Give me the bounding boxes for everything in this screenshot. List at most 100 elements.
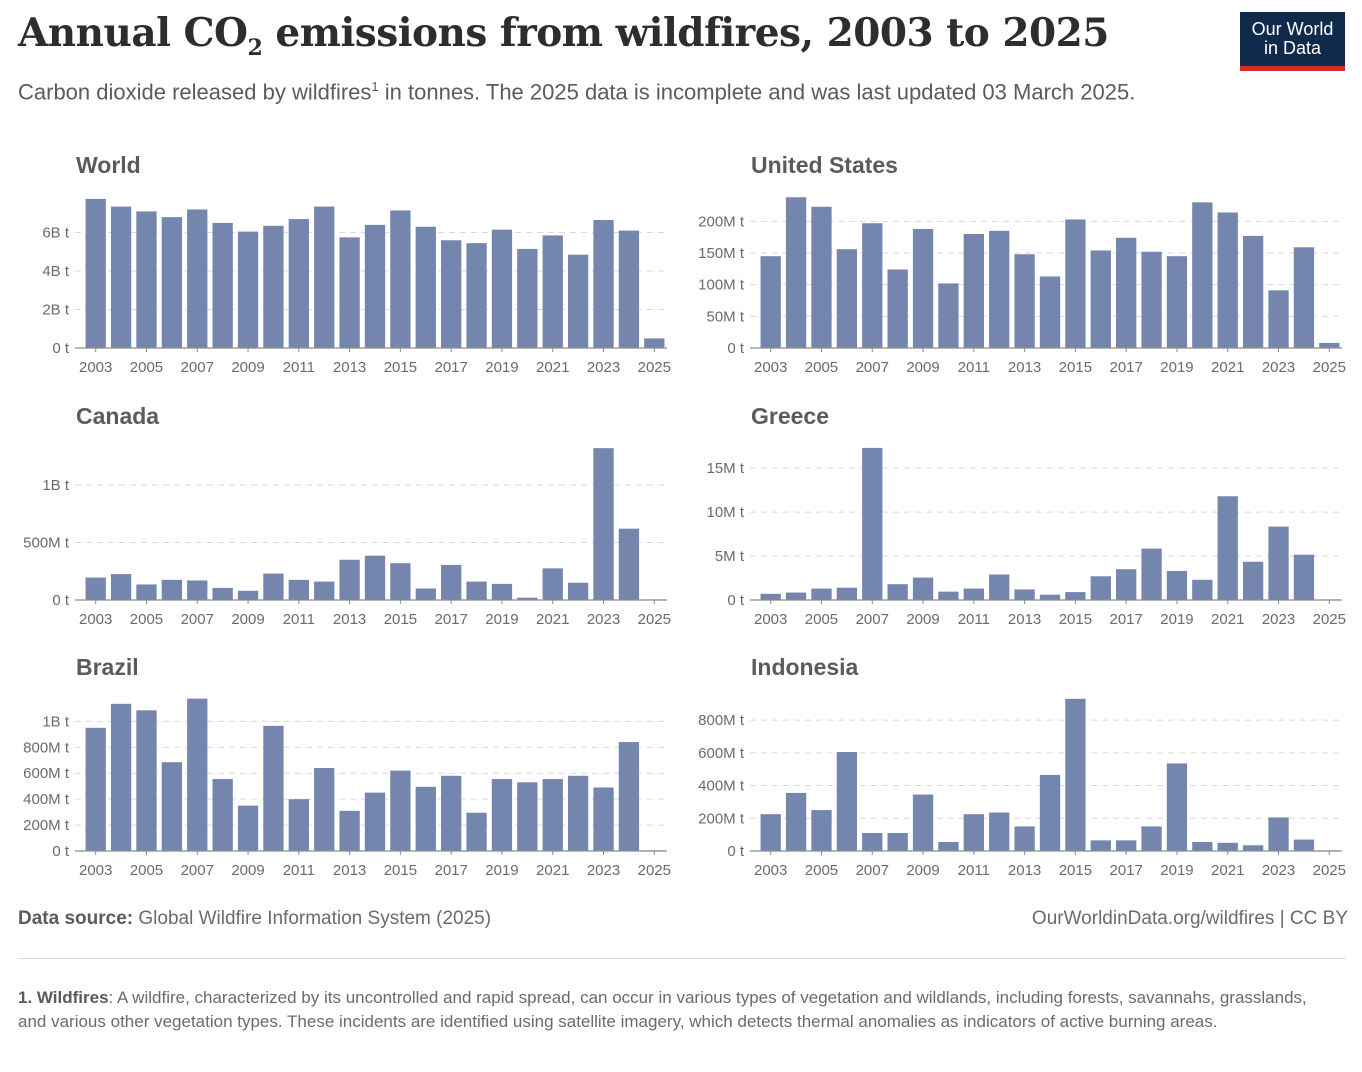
bar-greece-2004[interactable] [785, 592, 807, 600]
bar-world-2004[interactable] [110, 206, 132, 348]
bar-world-2021[interactable] [542, 235, 563, 348]
bar-indonesia-2014[interactable] [1039, 774, 1061, 851]
bar-indonesia-2006[interactable] [836, 752, 858, 851]
bar-brazil-2008[interactable] [212, 779, 233, 851]
bar-world-2010[interactable] [263, 225, 284, 348]
bar-world-2003[interactable] [85, 198, 106, 348]
bar-world-2011[interactable] [288, 219, 309, 348]
bar-united-states-2008[interactable] [887, 269, 908, 348]
bar-indonesia-2024[interactable] [1293, 839, 1315, 851]
bar-greece-2024[interactable] [1293, 554, 1315, 600]
bar-canada-2013[interactable] [339, 559, 360, 600]
bar-indonesia-2018[interactable] [1141, 826, 1162, 851]
bar-greece-2008[interactable] [887, 584, 908, 600]
bar-greece-2015[interactable] [1065, 592, 1086, 600]
bar-world-2009[interactable] [237, 231, 259, 348]
bar-brazil-2011[interactable] [288, 799, 309, 851]
bar-united-states-2025[interactable] [1319, 342, 1340, 348]
bar-world-2015[interactable] [390, 210, 411, 348]
bar-indonesia-2005[interactable] [811, 810, 832, 851]
bar-canada-2022[interactable] [567, 582, 589, 600]
owid-logo[interactable]: Our World in Data [1240, 12, 1345, 71]
bar-world-2025[interactable] [644, 338, 665, 348]
bar-canada-2024[interactable] [618, 528, 640, 600]
bar-united-states-2009[interactable] [912, 228, 934, 348]
bar-indonesia-2019[interactable] [1166, 763, 1188, 851]
bar-brazil-2019[interactable] [491, 779, 513, 851]
bar-united-states-2023[interactable] [1268, 290, 1289, 348]
bar-greece-2022[interactable] [1242, 561, 1264, 600]
bar-canada-2005[interactable] [136, 584, 157, 600]
bar-canada-2016[interactable] [415, 588, 436, 601]
bar-united-states-2004[interactable] [785, 197, 807, 348]
bar-canada-2021[interactable] [542, 568, 563, 600]
bar-canada-2008[interactable] [212, 587, 233, 600]
bar-canada-2017[interactable] [441, 564, 462, 600]
bar-indonesia-2021[interactable] [1217, 842, 1238, 851]
bar-united-states-2013[interactable] [1014, 254, 1035, 348]
bar-greece-2017[interactable] [1116, 569, 1137, 600]
bar-canada-2003[interactable] [85, 577, 106, 600]
bar-indonesia-2015[interactable] [1065, 698, 1086, 851]
bar-brazil-2007[interactable] [187, 698, 208, 851]
bar-brazil-2017[interactable] [441, 775, 462, 851]
bar-indonesia-2009[interactable] [912, 794, 934, 851]
bar-brazil-2014[interactable] [364, 792, 386, 851]
bar-united-states-2012[interactable] [989, 230, 1010, 348]
data-source-text[interactable]: Global Wildfire Information System (2025… [133, 908, 492, 929]
bar-indonesia-2007[interactable] [862, 833, 883, 851]
bar-indonesia-2010[interactable] [938, 842, 959, 851]
bar-greece-2013[interactable] [1014, 589, 1035, 600]
bar-world-2020[interactable] [517, 248, 538, 348]
bar-brazil-2018[interactable] [466, 812, 487, 851]
bar-brazil-2010[interactable] [263, 725, 284, 851]
bar-canada-2004[interactable] [110, 574, 132, 600]
bar-united-states-2003[interactable] [760, 256, 781, 348]
bar-greece-2006[interactable] [836, 587, 858, 600]
bar-canada-2012[interactable] [314, 581, 335, 600]
bar-greece-2010[interactable] [938, 591, 959, 600]
bar-world-2014[interactable] [364, 224, 386, 348]
bar-brazil-2004[interactable] [110, 703, 132, 851]
bar-indonesia-2008[interactable] [887, 833, 908, 851]
bar-greece-2020[interactable] [1192, 579, 1213, 600]
bar-greece-2005[interactable] [811, 588, 832, 600]
bar-brazil-2021[interactable] [542, 779, 563, 851]
bar-world-2022[interactable] [567, 254, 589, 348]
bar-brazil-2013[interactable] [339, 810, 360, 851]
source-url-license[interactable]: OurWorldinData.org/wildfires | CC BY [1031, 908, 1348, 929]
bar-canada-2015[interactable] [390, 563, 411, 600]
bar-united-states-2007[interactable] [862, 223, 883, 348]
bar-brazil-2024[interactable] [618, 742, 640, 851]
bar-united-states-2006[interactable] [836, 249, 858, 348]
bar-canada-2010[interactable] [263, 573, 284, 600]
bar-brazil-2023[interactable] [593, 787, 614, 851]
bar-canada-2020[interactable] [517, 597, 538, 600]
bar-canada-2023[interactable] [593, 448, 614, 600]
bar-greece-2014[interactable] [1039, 594, 1061, 600]
bar-canada-2019[interactable] [491, 583, 513, 600]
bar-canada-2006[interactable] [161, 579, 183, 600]
bar-world-2024[interactable] [618, 230, 640, 348]
footnote-marker[interactable]: 1 [371, 79, 379, 94]
bar-greece-2016[interactable] [1090, 576, 1111, 600]
bar-world-2018[interactable] [466, 243, 487, 348]
bar-brazil-2005[interactable] [136, 710, 157, 851]
bar-world-2017[interactable] [441, 240, 462, 348]
bar-united-states-2005[interactable] [811, 206, 832, 348]
bar-world-2016[interactable] [415, 226, 436, 348]
bar-united-states-2020[interactable] [1192, 202, 1213, 348]
bar-indonesia-2022[interactable] [1242, 845, 1264, 851]
bar-world-2012[interactable] [314, 206, 335, 348]
bar-united-states-2024[interactable] [1293, 247, 1315, 348]
bar-greece-2011[interactable] [963, 588, 984, 600]
bar-brazil-2006[interactable] [161, 762, 183, 851]
bar-united-states-2016[interactable] [1090, 250, 1111, 348]
bar-greece-2007[interactable] [862, 447, 883, 600]
bar-united-states-2021[interactable] [1217, 212, 1238, 348]
bar-united-states-2019[interactable] [1166, 256, 1188, 348]
bar-indonesia-2016[interactable] [1090, 840, 1111, 851]
bar-brazil-2022[interactable] [567, 775, 589, 851]
bar-indonesia-2013[interactable] [1014, 826, 1035, 851]
bar-indonesia-2017[interactable] [1116, 840, 1137, 851]
